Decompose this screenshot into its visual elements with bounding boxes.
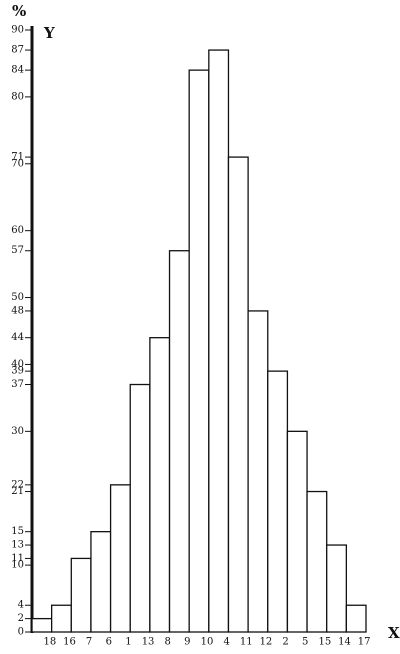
x-tick-label: 15 <box>319 637 332 648</box>
bar <box>168 250 190 633</box>
y-tick-label: 37 <box>11 379 24 390</box>
bar <box>109 484 131 633</box>
y-tick-label: 2 <box>18 613 24 624</box>
y-tick-label: 4 <box>18 600 24 611</box>
y-tick-label: 44 <box>11 332 24 343</box>
unit-label: % <box>12 2 26 20</box>
x-tick-label: 7 <box>86 637 92 648</box>
y-tick-label: 70 <box>11 158 24 169</box>
y-tick-label: 90 <box>11 25 24 36</box>
x-tick-label: 17 <box>358 637 371 648</box>
y-tick-label: 87 <box>11 45 24 56</box>
bar <box>188 69 210 633</box>
y-axis-label: Y <box>43 24 55 42</box>
x-tick-label: 1 <box>125 637 131 648</box>
y-tick-label: 48 <box>11 305 24 316</box>
x-tick-label: 11 <box>240 637 253 648</box>
y-tick-label: 11 <box>11 553 24 564</box>
y-tick-label: 10 <box>11 560 24 571</box>
x-tick-label: 16 <box>63 637 76 648</box>
y-tick-label: 80 <box>11 91 24 102</box>
bar <box>345 604 367 633</box>
bar <box>90 531 112 633</box>
x-tick-label: 14 <box>338 637 351 648</box>
y-tick-label: 50 <box>11 292 24 303</box>
bar <box>326 544 348 633</box>
y-tick-label: 60 <box>11 225 24 236</box>
bar <box>227 156 249 633</box>
y-tick-label: 30 <box>11 426 24 437</box>
x-tick-label: 2 <box>282 637 288 648</box>
bar <box>129 383 151 633</box>
y-tick-label: 39 <box>11 366 24 377</box>
x-tick-label: 10 <box>201 637 214 648</box>
bar <box>31 617 53 633</box>
x-tick-label: 18 <box>43 637 56 648</box>
y-tick-label: 21 <box>11 486 24 497</box>
bar <box>149 337 171 633</box>
x-tick-label: 5 <box>302 637 308 648</box>
bar <box>267 370 289 633</box>
y-tick-label: 84 <box>11 65 24 76</box>
y-tick-label: 15 <box>11 526 24 537</box>
bar <box>286 430 308 633</box>
y-tick-label: 40 <box>11 359 24 370</box>
y-tick-label: 22 <box>11 479 24 490</box>
x-axis-label: X <box>388 624 400 642</box>
y-tick-label: 0 <box>18 627 24 638</box>
x-tick-label: 6 <box>106 637 112 648</box>
x-tick-label: 13 <box>142 637 155 648</box>
bar <box>247 310 269 633</box>
x-tick-label: 12 <box>260 637 273 648</box>
x-tick-label: 8 <box>165 637 171 648</box>
y-tick-label: 71 <box>11 152 24 163</box>
bar <box>306 490 328 633</box>
bar <box>70 557 92 633</box>
x-tick-label: 9 <box>184 637 190 648</box>
y-tick-label: 13 <box>11 540 24 551</box>
bar <box>208 49 230 633</box>
x-tick-label: 4 <box>223 637 229 648</box>
bar <box>50 604 72 633</box>
y-tick-label: 57 <box>11 245 24 256</box>
